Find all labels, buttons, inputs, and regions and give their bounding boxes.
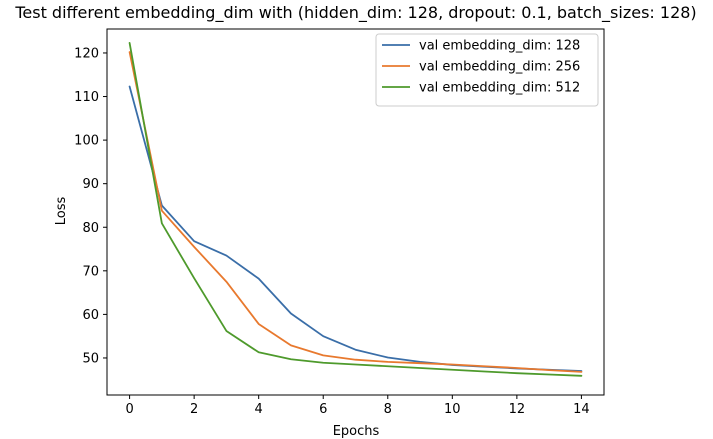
y-axis-ticks: 50 60 70 80 90 100 110 120 <box>74 46 107 366</box>
plot-frame <box>106 28 605 396</box>
legend-items: val embedding_dim: 128 val embedding_dim:… <box>382 39 580 96</box>
legend-label-3: val embedding_dim: 512 <box>419 81 580 96</box>
series-line-3 <box>128 42 583 377</box>
legend-box <box>375 33 599 107</box>
series-lines <box>128 42 583 377</box>
x-tick-label: 0 <box>125 402 133 417</box>
y-tick-label: 80 <box>82 221 99 236</box>
y-tick-label: 50 <box>82 351 99 366</box>
x-tick-label: 12 <box>509 402 526 417</box>
chart-title: Test different embedding_dim with (hidde… <box>14 3 696 23</box>
x-tick-label: 8 <box>384 402 392 417</box>
x-tick-label: 6 <box>319 402 327 417</box>
y-tick-label: 60 <box>82 308 99 323</box>
y-tick-label: 90 <box>82 177 99 192</box>
legend: val embedding_dim: 128 val embedding_dim:… <box>375 33 599 107</box>
x-axis-ticks: 0 2 4 6 8 10 12 14 <box>125 395 590 417</box>
y-tick-label: 120 <box>74 46 99 61</box>
y-tick-label: 110 <box>74 90 99 105</box>
series-line-1 <box>128 85 583 372</box>
y-tick-label: 70 <box>82 264 99 279</box>
x-tick-label: 4 <box>255 402 263 417</box>
legend-label-2: val embedding_dim: 256 <box>419 60 580 75</box>
y-axis-label: Loss <box>54 197 69 226</box>
x-tick-label: 10 <box>444 402 461 417</box>
series-line-2 <box>128 51 583 373</box>
y-tick-label: 100 <box>74 134 99 149</box>
legend-label-1: val embedding_dim: 128 <box>419 39 580 54</box>
x-axis-label: Epochs <box>333 424 380 439</box>
x-tick-label: 14 <box>573 402 590 417</box>
x-tick-label: 2 <box>190 402 198 417</box>
